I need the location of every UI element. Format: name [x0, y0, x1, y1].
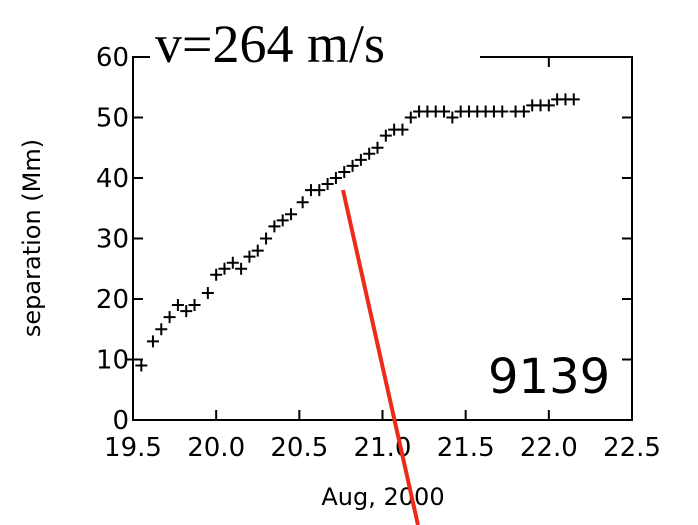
y-tick-label: 10 — [96, 346, 129, 376]
point — [496, 105, 509, 118]
point — [188, 299, 201, 312]
x-tick-label: 20.0 — [187, 433, 245, 463]
point — [243, 250, 256, 263]
point — [329, 172, 342, 184]
point — [276, 214, 289, 227]
point — [155, 323, 168, 336]
point — [127, 353, 139, 366]
point — [338, 165, 351, 178]
y-tick-label: 20 — [96, 285, 129, 315]
point — [313, 184, 326, 197]
point — [235, 262, 248, 275]
x-tick-label: 22.0 — [520, 433, 578, 463]
point — [201, 286, 214, 299]
point — [438, 105, 451, 118]
point — [542, 99, 555, 112]
point — [379, 129, 392, 142]
point — [218, 262, 231, 275]
point — [404, 111, 417, 124]
point — [346, 159, 359, 172]
point — [296, 196, 309, 209]
y-tick-label: 60 — [96, 43, 129, 73]
point — [363, 147, 376, 160]
x-axis-label: Aug, 2000 — [321, 483, 444, 511]
x-tick-label: 21.5 — [437, 433, 495, 463]
y-tick-label: 0 — [112, 406, 129, 436]
pointer-line — [341, 189, 420, 525]
point — [135, 359, 148, 372]
x-tick-label: 19.5 — [104, 433, 162, 463]
point — [268, 220, 281, 233]
point — [321, 178, 334, 191]
point — [226, 256, 239, 269]
point — [446, 111, 459, 124]
point — [180, 305, 193, 318]
point — [396, 123, 409, 136]
x-tick-label: 20.5 — [270, 433, 328, 463]
point — [285, 208, 298, 221]
title-background — [150, 8, 480, 70]
point — [567, 93, 580, 106]
y-tick-label: 30 — [96, 225, 129, 255]
point — [517, 105, 530, 118]
y-axis-label: separation (Mm) — [18, 139, 46, 337]
point — [163, 311, 176, 324]
point — [146, 335, 159, 348]
x-tick-label: 22.5 — [603, 433, 661, 463]
point — [371, 141, 384, 154]
y-tick-label: 50 — [96, 104, 129, 134]
point — [354, 153, 367, 166]
point — [171, 299, 184, 312]
chart-title: v=264 m/s — [155, 14, 385, 74]
point — [260, 232, 273, 245]
point — [210, 268, 223, 281]
y-tick-label: 40 — [96, 164, 129, 194]
point — [251, 244, 264, 257]
annotation: 9139 — [488, 349, 610, 405]
